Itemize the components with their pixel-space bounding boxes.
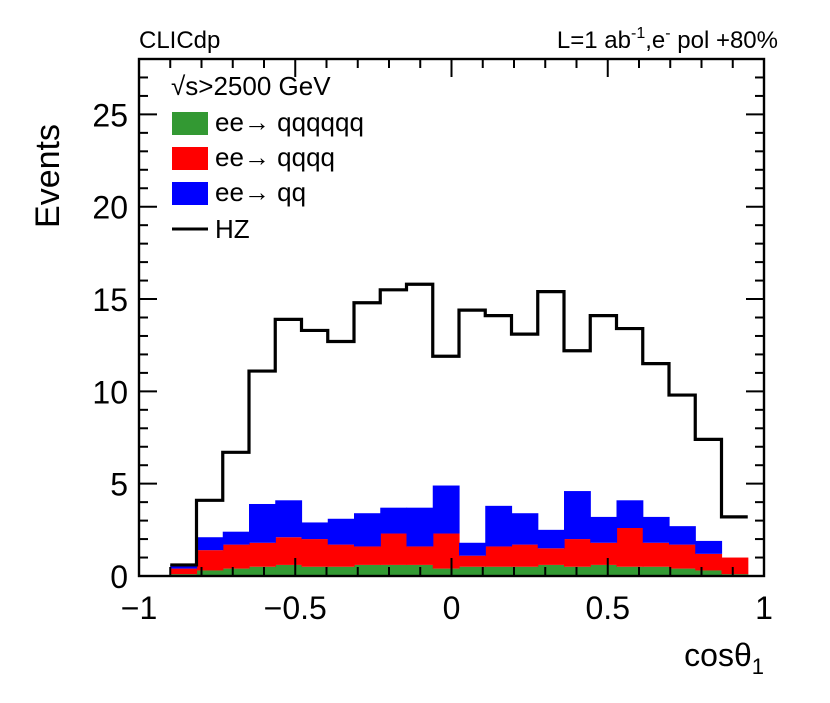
bar-eeqq-20	[695, 540, 723, 554]
bar-eeqqqqqq-10	[432, 568, 460, 576]
bar-eeqqqqqq-7	[354, 564, 381, 576]
bar-eeqq-16	[590, 516, 618, 543]
bar-eeqqqqqq-16	[590, 564, 618, 576]
legend-label-qqqqqq: ee→ qqqqqq	[215, 107, 364, 137]
bar-eeqq-13	[511, 513, 539, 545]
bar-eeqqqq-21	[721, 557, 749, 575]
bar-eeqq-6	[327, 518, 355, 545]
bar-eeqqqq-3	[249, 542, 276, 567]
bar-eeqqqq-18	[642, 542, 670, 567]
bar-eeqqqq-7	[354, 546, 381, 565]
bar-eeqq-17	[616, 500, 644, 528]
bar-eeqqqqqq-19	[669, 568, 696, 576]
hz-histogram-line	[170, 282, 748, 567]
x-axis-title: cosθ1	[684, 637, 764, 679]
bar-eeqq-18	[642, 516, 670, 543]
bar-eeqqqq-20	[695, 553, 723, 571]
bar-eeqqqq-17	[616, 527, 644, 567]
bar-eeqqqqqq-17	[616, 566, 644, 576]
bar-eeqqqqqq-18	[642, 566, 670, 576]
bar-eeqqqqqq-6	[327, 566, 355, 576]
legend-label-qqqq: ee→ qqqq	[215, 142, 335, 172]
bar-eeqqqqqq-20	[695, 570, 723, 576]
bar-eeqqqqqq-14	[537, 564, 565, 576]
y-tick-label-0: 0	[110, 559, 128, 595]
bar-eeqq-5	[301, 522, 329, 540]
bar-eeqqqqqq-3	[249, 566, 276, 576]
bar-eeqq-1	[196, 537, 224, 551]
bar-eeqqqqqq-12	[485, 566, 513, 576]
bar-eeqq-10	[432, 485, 460, 534]
bar-eeqqqq-9	[406, 546, 434, 565]
bar-eeqq-9	[406, 507, 434, 547]
legend-title: √s>2500 GeV	[171, 71, 331, 101]
legend-swatch-qqqqqq	[172, 112, 208, 135]
bar-eeqqqqqq-5	[301, 566, 329, 576]
y-tick-label-2: 10	[92, 374, 128, 410]
legend-label-hz: HZ	[215, 214, 250, 244]
bar-eeqqqq-5	[301, 539, 329, 567]
bar-eeqqqqqq-4	[275, 564, 303, 576]
bar-eeqqqqqq-8	[380, 564, 408, 576]
bar-eeqq-2	[222, 531, 250, 545]
bar-eeqqqq-8	[380, 533, 408, 565]
legend-swatch-qqqq	[172, 147, 208, 170]
bar-eeqqqq-6	[327, 544, 355, 567]
bar-eeqq-4	[275, 500, 303, 538]
bar-eeqqqq-2	[222, 544, 250, 569]
axis-ticks	[138, 58, 765, 577]
bar-eeqq-3	[249, 503, 276, 543]
x-tick-label-0: −1	[121, 590, 157, 626]
x-tick-label-2: 0	[443, 590, 461, 626]
bar-eeqq-19	[669, 526, 696, 545]
bar-eeqqqq-19	[669, 544, 696, 569]
bar-eeqqqq-14	[537, 548, 565, 565]
bar-eeqqqq-12	[485, 546, 513, 567]
bar-eeqq-15	[564, 491, 591, 540]
bar-eeqqqqqq-13	[511, 566, 539, 576]
bar-eeqqqq-13	[511, 544, 539, 567]
bar-eeqqqqqq-11	[459, 566, 486, 576]
bar-eeqqqqqq-1	[196, 570, 224, 576]
bar-eeqqqq-4	[275, 537, 303, 565]
y-tick-label-3: 15	[92, 282, 128, 318]
y-tick-label-1: 5	[110, 467, 128, 503]
bar-eeqq-11	[459, 542, 486, 556]
bar-eeqqqq-11	[459, 555, 486, 567]
bar-eeqq-0	[170, 564, 198, 569]
bar-eeqqqq-1	[196, 550, 224, 571]
x-tick-label-4: 1	[755, 590, 773, 626]
legend: √s>2500 GeV ee→ qqqqqq ee→ qqqq ee→ qq H…	[171, 71, 364, 244]
stacked-bars	[170, 485, 749, 576]
bar-eeqq-7	[354, 513, 381, 547]
bar-eeqq-8	[380, 507, 408, 534]
bar-eeqqqq-10	[432, 533, 460, 569]
clicdp-label: CLICdp	[139, 27, 220, 54]
x-tick-label-3: 0.5	[586, 590, 630, 626]
bar-eeqqqq-0	[170, 568, 198, 575]
y-tick-label-5: 25	[92, 97, 128, 133]
x-tick-label-1: −0.5	[264, 590, 327, 626]
bar-eeqq-14	[537, 529, 565, 549]
y-axis-title: Events	[29, 124, 67, 228]
bar-eeqqqq-16	[590, 542, 618, 565]
bar-eeqqqq-15	[564, 539, 591, 567]
legend-label-qq: ee→ qq	[215, 177, 306, 207]
bar-eeqqqqqq-2	[222, 568, 250, 576]
bar-eeqq-12	[485, 505, 513, 547]
legend-swatch-qq	[172, 182, 208, 205]
y-tick-label-4: 20	[92, 190, 128, 226]
luminosity-polarization-label: L=1 ab-1,e- pol +80%	[557, 25, 778, 54]
